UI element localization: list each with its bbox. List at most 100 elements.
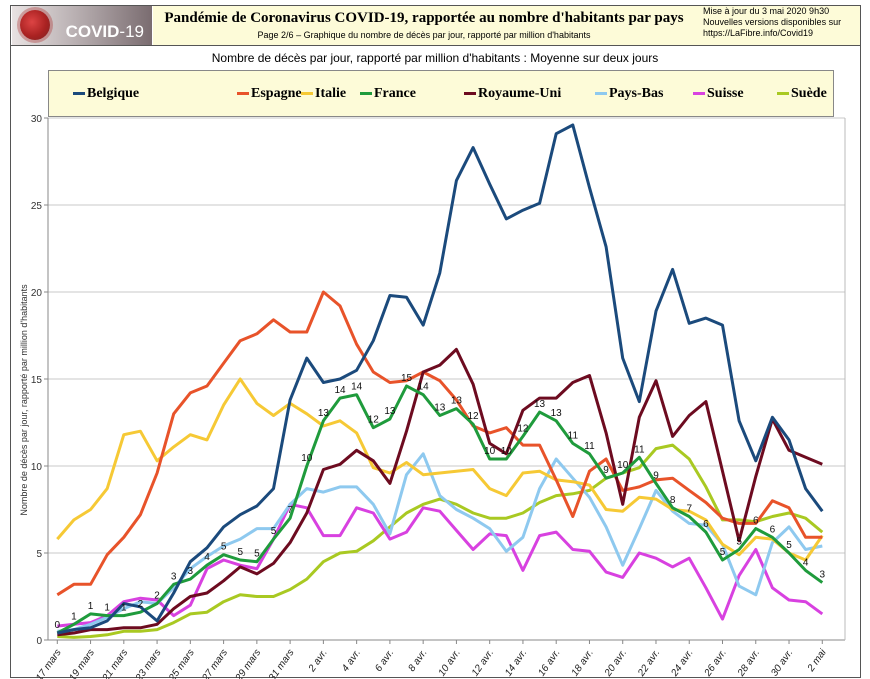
x-tick-label: 23 mars [133, 647, 163, 679]
x-tick-label: 22 avr. [636, 647, 663, 679]
data-label-france: 9 [603, 465, 609, 476]
data-label-france: 1 [88, 601, 94, 612]
data-label-france: 6 [770, 524, 776, 535]
x-tick-label: 6 avr. [373, 647, 396, 673]
chart-legend: Belgique Espagne Italie France Royaume-Uni Pa… [48, 70, 834, 117]
y-tick-label: 30 [31, 114, 43, 125]
legend-item: Espagne [237, 86, 302, 102]
legend-swatch [595, 92, 607, 96]
page-subtitle: Page 2/6 – Graphique du nombre de décès … [257, 30, 591, 40]
y-tick-label: 5 [36, 549, 42, 560]
data-label-france: 3 [171, 571, 177, 582]
data-label-france: 8 [670, 495, 676, 506]
data-label-france: 10 [617, 460, 629, 471]
x-tick-label: 17 mars [34, 647, 64, 679]
legend-swatch [464, 92, 476, 96]
data-label-france: 5 [254, 549, 260, 560]
legend-swatch [301, 92, 313, 96]
legend-label: Belgique [87, 86, 140, 101]
series-line-suisse [57, 502, 824, 628]
y-tick-label: 25 [31, 201, 43, 212]
y-axis-label: Nombre de décès par jour, rapporté par m… [19, 284, 29, 516]
virus-icon [20, 10, 50, 40]
data-label-france: 4 [204, 552, 210, 563]
x-tick-label: 28 avr. [735, 647, 762, 679]
x-tick-label: 27 mars [200, 647, 230, 679]
y-tick-label: 15 [31, 375, 43, 386]
source-link[interactable]: https://LaFibre.info/Covid19 [703, 28, 814, 38]
covid-logo: COVID-19 [12, 6, 152, 45]
legend-label: Italie [315, 86, 347, 101]
data-label-france: 14 [418, 382, 430, 393]
x-tick-label: 20 avr. [602, 647, 629, 679]
data-label-france: 11 [584, 441, 595, 452]
chart-title: Nombre de décès par jour, rapporté par m… [211, 51, 659, 65]
data-label-france: 9 [653, 470, 659, 481]
legend-swatch [777, 92, 789, 96]
data-label-france: 13 [318, 408, 330, 419]
legend-label: Espagne [251, 86, 302, 101]
data-label-france: 5 [271, 526, 277, 537]
data-label-france: 5 [221, 542, 227, 553]
data-label-france: 1 [104, 603, 110, 614]
legend-label: Suède [791, 86, 827, 101]
data-label-france: 5 [720, 547, 726, 558]
data-label-france: 13 [451, 396, 463, 407]
data-label-france: 2 [154, 590, 160, 601]
data-label-france: 6 [703, 519, 709, 530]
data-label-france: 3 [819, 570, 825, 581]
data-label-france: 13 [551, 408, 563, 419]
data-label-france: 10 [301, 453, 313, 464]
x-tick-label: 14 avr. [503, 647, 529, 678]
data-label-france: 10 [501, 446, 513, 457]
data-label-france: 7 [686, 503, 692, 514]
data-label-france: 0 [55, 620, 61, 631]
legend-label: Royaume-Uni [478, 86, 562, 101]
series-line-pays-bas [57, 452, 823, 633]
x-tick-label: 21 mars [100, 647, 130, 679]
data-label-france: 12 [368, 415, 380, 426]
x-tick-label: 19 mars [67, 647, 97, 679]
series-line-espagne [56, 290, 823, 597]
y-tick-label: 20 [31, 288, 43, 299]
data-label-france: 13 [534, 399, 546, 410]
x-tick-label: 26 avr. [702, 647, 729, 679]
x-tick-label: 2 mai [805, 647, 829, 675]
data-label-france: 11 [634, 444, 645, 455]
legend-item: France [360, 86, 416, 102]
legend-item: Belgique [73, 86, 139, 102]
x-tick-label: 12 avr. [470, 647, 496, 678]
legend-label: Suisse [707, 86, 744, 101]
x-tick-label: 16 avr. [536, 647, 562, 678]
legend-swatch [360, 92, 372, 96]
x-tick-label: 24 avr. [669, 647, 696, 679]
data-label-france: 11 [568, 430, 579, 441]
data-label-france: 4 [803, 557, 809, 568]
data-label-france: 13 [384, 406, 396, 417]
series-line-suède [57, 443, 824, 639]
x-tick-label: 25 mars [166, 647, 196, 679]
data-label-france: 6 [753, 516, 759, 527]
data-label-france: 1 [71, 611, 77, 622]
x-tick-label: 2 avr. [306, 647, 330, 674]
data-label-france: 5 [237, 547, 243, 558]
data-label-france: 10 [484, 446, 496, 457]
series-line-france [56, 384, 824, 635]
header-divider [10, 45, 861, 46]
page-frame [10, 5, 861, 678]
legend-item: Suède [777, 86, 827, 102]
data-label-france: 14 [351, 382, 363, 393]
series-line-belgique [56, 123, 824, 635]
x-tick-label: 8 avr. [406, 647, 429, 673]
data-label-france: 7 [287, 505, 293, 516]
y-tick-label: 0 [36, 636, 42, 647]
page-title: Pandémie de Coronavirus COVID-19, rappor… [164, 10, 684, 26]
data-label-france: 1 [121, 603, 127, 614]
header-title-box: Pandémie de Coronavirus COVID-19, rappor… [153, 6, 695, 45]
data-label-france: 12 [467, 411, 479, 422]
legend-swatch [73, 92, 85, 96]
x-tick-label: 18 avr. [570, 647, 596, 678]
legend-swatch [237, 92, 249, 96]
data-label-france: 15 [401, 373, 413, 384]
legend-label: France [374, 86, 416, 101]
